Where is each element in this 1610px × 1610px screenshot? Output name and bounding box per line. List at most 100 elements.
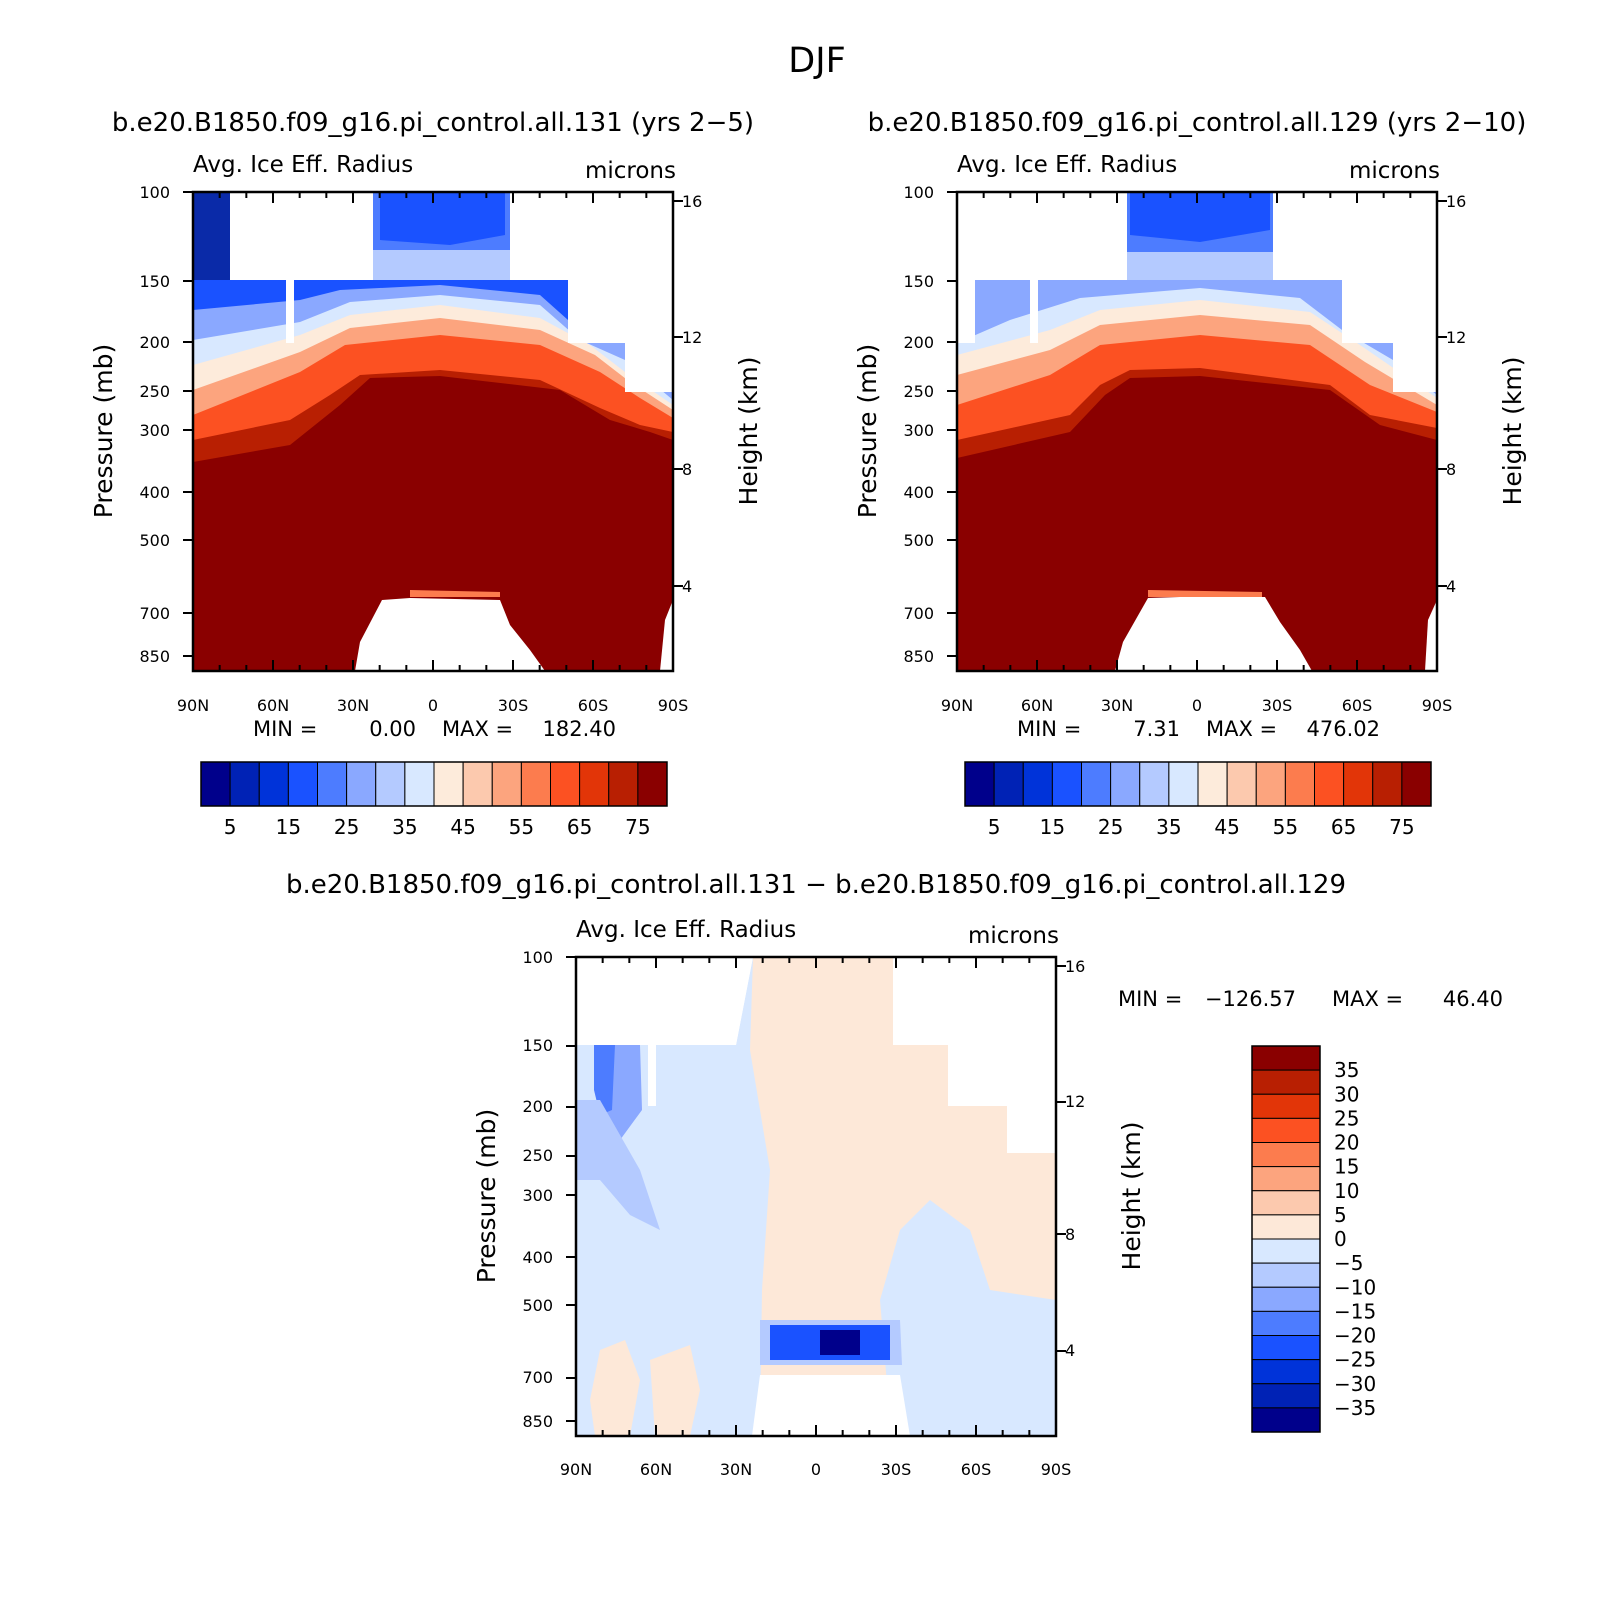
panel-b-region-missing-south <box>1425 600 1437 671</box>
panel-c-ytick-150: 150 <box>522 1036 553 1055</box>
panel-b-region-missing-upper-2 <box>1273 192 1437 280</box>
panel-b-title: b.e20.B1850.f09_g16.pi_control.all.129 (… <box>868 108 1527 138</box>
panel-a-colorbar-swatch <box>258 761 289 807</box>
panel-c-ytick-250: 250 <box>522 1146 553 1165</box>
panel-b-colorbar-swatch <box>1139 761 1170 807</box>
panel-b-region-missing-upper-3 <box>957 280 975 343</box>
panel-c-colorbar-swatch <box>1251 1383 1321 1409</box>
panel-b-ytick-400: 400 <box>903 483 934 502</box>
panel-c-min-value: −126.57 <box>1205 987 1296 1011</box>
panel-a-colorbar-swatch <box>579 761 610 807</box>
panel-b-field <box>957 192 1437 671</box>
panel-c-colorbar-swatch <box>1251 1045 1321 1071</box>
panel-a-colorbar-swatch <box>404 761 435 807</box>
panel-c-colorbar-swatch <box>1251 1214 1321 1240</box>
panel-c-region-north-surface-positive-2 <box>650 1345 700 1436</box>
panel-b-colorbar-label: 75 <box>1389 815 1414 839</box>
panel-a-colorbar-swatch <box>462 761 493 807</box>
panel-b-ytick-700: 700 <box>903 604 934 623</box>
panel-c-colorbar-label: 30 <box>1334 1082 1359 1106</box>
panel-a-colorbar-label: 35 <box>392 815 417 839</box>
panel-b-colorbar-label: 45 <box>1214 815 1239 839</box>
panel-a-xtick-30n: 30N <box>337 696 369 715</box>
panel-a-min-label: MIN = <box>253 717 317 741</box>
panel-a-region-missing-slit <box>286 280 294 343</box>
panel-c-colorbar-swatch <box>1251 1166 1321 1192</box>
panel-c-xtick-30s: 30S <box>881 1460 912 1479</box>
panel-b-colorbar-swatch <box>993 761 1024 807</box>
panel-b-ylabel-right: Height (km) <box>1498 357 1527 506</box>
panel-b-region-lower-edge <box>1148 590 1262 597</box>
panel-a-colorbar-swatch <box>520 761 551 807</box>
panel-b-region-tropical-lower <box>1127 252 1273 280</box>
panel-a-colorbar-swatch <box>491 761 522 807</box>
panel-c-colorbar-label: −5 <box>1334 1251 1363 1275</box>
panel-a-colorbar-label: 75 <box>625 815 650 839</box>
panel-a-colorbar-swatch <box>550 761 581 807</box>
panel-c-yticks: 100 150 200 250 300 400 500 700 850 <box>522 948 553 1431</box>
panel-c-height-8: 8 <box>1065 1225 1075 1244</box>
panel-c-colorbar-label: −25 <box>1334 1348 1376 1372</box>
panel-b-colorbar-swatch <box>964 761 995 807</box>
panel-c-region-missing-lower <box>752 1375 910 1436</box>
panel-c-colorbar-swatch <box>1251 1359 1321 1385</box>
panel-a-title: b.e20.B1850.f09_g16.pi_control.all.131 (… <box>112 108 754 138</box>
panel-a-ylabel: Pressure (mb) <box>89 344 118 518</box>
panel-b-xtick-30n: 30N <box>1101 696 1133 715</box>
panel-b-band-core <box>957 376 1437 671</box>
panel-b-xtick-90n: 90N <box>941 696 973 715</box>
panel-c-colorbar-swatch <box>1251 1286 1321 1312</box>
panel-a-field <box>193 192 673 671</box>
panel-c-region-north-surface-positive <box>590 1340 640 1436</box>
panel-a-region-missing-upper-4 <box>625 343 673 392</box>
panel-c-title: b.e20.B1850.f09_g16.pi_control.all.131 −… <box>286 870 1346 900</box>
panel-b-colorbar-label: 15 <box>1040 815 1065 839</box>
panel-b-min-value: 7.31 <box>1133 717 1180 741</box>
panel-a-xtick-30s: 30S <box>498 696 529 715</box>
panel-c-region-north-core <box>594 1045 615 1115</box>
panel-a-colorbar-swatch <box>200 761 231 807</box>
panel-a-ytick-700: 700 <box>139 604 170 623</box>
panel-c-xtick-60n: 60N <box>640 1460 672 1479</box>
panel-b-height-4: 4 <box>1446 577 1456 596</box>
panel-c-region-missing-upper-2 <box>893 957 1056 1045</box>
panel-a-yticks: 100 150 200 250 300 400 500 700 850 <box>139 183 170 666</box>
panel-b-colorbar-swatch <box>1051 761 1082 807</box>
panel-b-colorbar-swatch <box>1226 761 1257 807</box>
panel-a-max-value: 182.40 <box>543 717 616 741</box>
panel-c-colorbar-swatch <box>1251 1238 1321 1264</box>
panel-a-variable: Avg. Ice Eff. Radius <box>193 152 413 178</box>
panel-c-colorbar-swatch <box>1251 1142 1321 1168</box>
panel-b-colorbar-frame <box>964 761 1432 807</box>
panel-a-units: microns <box>585 158 676 184</box>
panel-b-colorbar-swatch <box>1284 761 1315 807</box>
panel-b-xtick-90s: 90S <box>1422 696 1453 715</box>
panel-b-colorbar-swatch <box>1372 761 1403 807</box>
panel-b-yticks: 100 150 200 250 300 400 500 700 850 <box>903 183 934 666</box>
panel-a-region-polar-cap-north <box>193 192 230 280</box>
panel-c-colorbar-label: −15 <box>1334 1299 1376 1323</box>
panel-a-region-missing-upper-3 <box>568 280 673 343</box>
panel-a-colorbar-swatch <box>317 761 348 807</box>
panel-c-colorbar-label: −10 <box>1334 1275 1376 1299</box>
panel-a-xtick-90s: 90S <box>658 696 689 715</box>
panel-b-colorbar-swatch <box>1110 761 1141 807</box>
panel-c-ylabel: Pressure (mb) <box>472 1109 501 1283</box>
panel-a-ytick-400: 400 <box>139 483 170 502</box>
panel-b-height-12: 12 <box>1446 328 1466 347</box>
panel-c-colorbar-label: −30 <box>1334 1372 1376 1396</box>
panel-a-ytick-150: 150 <box>139 272 170 291</box>
panel-c-colorbar-swatch <box>1251 1407 1321 1433</box>
panel-a-colorbar-label: 25 <box>334 815 359 839</box>
panel-c-colorbar-swatch <box>1251 1310 1321 1336</box>
panel-b-region-missing-lower <box>1115 597 1312 671</box>
panel-b-colorbar-swatch <box>1168 761 1199 807</box>
panel-a-colorbar: 5 15 25 35 45 55 65 75 <box>200 761 668 839</box>
panel-b-colorbar-swatch <box>1022 761 1053 807</box>
panel-c-min-label: MIN = <box>1118 987 1182 1011</box>
panel-a-xticks: 90N 60N 30N 0 30S 60S 90S <box>177 696 688 715</box>
panel-a-colorbar-swatch <box>608 761 639 807</box>
panel-c-xticks: 90N 60N 30N 0 30S 60S 90S <box>560 1460 1071 1479</box>
panel-b-colorbar-label: 25 <box>1098 815 1123 839</box>
panel-c-ytick-850: 850 <box>522 1412 553 1431</box>
